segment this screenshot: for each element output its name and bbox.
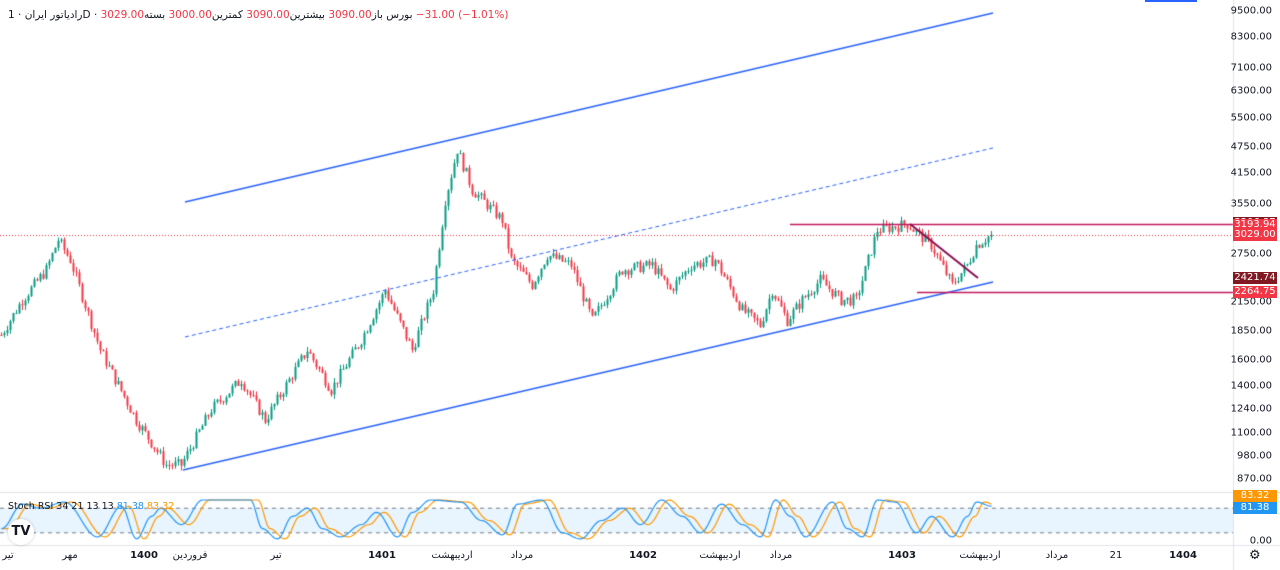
price-axis-label: 1400.00 <box>1230 380 1272 392</box>
top-toolbar-button[interactable] <box>1145 0 1197 2</box>
high-label: بیشترین <box>289 9 325 21</box>
stoch-axis-zero: 0.00 <box>1249 535 1272 547</box>
time-axis-label: تیر <box>2 550 14 561</box>
time-axis-label: 21 <box>1109 550 1123 561</box>
time-axis-label: تیر <box>270 550 282 561</box>
open-value: 3090.00 <box>328 9 372 21</box>
stoch-name: Stoch RSI <box>8 501 54 512</box>
gear-icon[interactable]: ⚙ <box>1249 548 1261 563</box>
stoch-params: 34 21 13 13 <box>56 501 114 512</box>
price-axis-label: 2750.00 <box>1230 248 1272 260</box>
stoch-k-tag: 81.38 <box>1233 502 1277 514</box>
symbol-name[interactable]: رادیاتور ایران <box>24 9 83 21</box>
price-axis-label: 1600.00 <box>1230 354 1272 366</box>
price-axis-label: 1100.00 <box>1230 427 1272 439</box>
price-axis-label: 870.00 <box>1237 473 1272 485</box>
stoch-d-tag: 83.32 <box>1233 490 1277 502</box>
time-axis-label: 1404 <box>1169 550 1197 561</box>
high-value: 3090.00 <box>246 9 290 21</box>
price-axis-label: 1850.00 <box>1230 325 1272 337</box>
price-axis-label: 1240.00 <box>1230 403 1272 415</box>
price-axis-label: 5500.00 <box>1230 112 1272 124</box>
price-axis-label: 4150.00 <box>1230 167 1272 179</box>
price-tag: 2421.74 <box>1233 272 1277 285</box>
time-axis-label: مرداد <box>510 550 534 561</box>
time-axis-label: 1402 <box>629 550 657 561</box>
low-value: 3000.00 <box>168 9 212 21</box>
stoch-k-value: 81.38 <box>116 501 144 512</box>
price-axis-label: 4750.00 <box>1230 141 1272 153</box>
time-axis-label: مرداد <box>769 550 793 561</box>
change-value: −31.00 (−1.01%) <box>415 9 509 21</box>
time-axis-label: مهر <box>62 550 78 561</box>
time-axis-label: اردیبهشت <box>699 550 741 561</box>
price-axis-label: 6300.00 <box>1230 85 1272 97</box>
price-axis-label: 980.00 <box>1237 450 1272 462</box>
tradingview-logo[interactable]: TV <box>8 519 34 545</box>
time-axis-label: 1401 <box>368 550 396 561</box>
symbol-legend: رادیاتور ایران · 1D · بورس باز3090.00 بی… <box>8 9 509 21</box>
price-axis-label: 2150.00 <box>1230 296 1272 308</box>
time-axis-label: فروردین <box>172 550 208 561</box>
time-axis-label: اردیبهشت <box>431 550 473 561</box>
price-tag: 2264.75 <box>1233 285 1277 298</box>
low-label: کمترین <box>211 9 243 21</box>
price-axis-label: 3550.00 <box>1230 198 1272 210</box>
price-axis-label: 9500.00 <box>1230 5 1272 17</box>
close-label: بسته <box>144 9 166 21</box>
price-axis-label: 7100.00 <box>1230 62 1272 74</box>
stoch-rsi-legend[interactable]: Stoch RSI 34 21 13 13 81.38 83.32 <box>8 501 174 512</box>
interval[interactable]: 1D <box>8 9 91 21</box>
open-label: باز <box>371 9 383 21</box>
stoch-d-value: 83.32 <box>146 501 175 512</box>
time-axis-label: مرداد <box>1045 550 1069 561</box>
close-value: 3029.00 <box>100 9 145 21</box>
price-tag: 3029.00 <box>1233 228 1277 241</box>
exchange: بورس <box>386 9 413 21</box>
time-axis-label: اردیبهشت <box>959 550 1001 561</box>
price-axis-label: 8300.00 <box>1230 31 1272 43</box>
time-axis-label: 1400 <box>130 550 158 561</box>
time-axis-label: 1403 <box>888 550 916 561</box>
price-tag: 3193.94 <box>1233 219 1277 232</box>
